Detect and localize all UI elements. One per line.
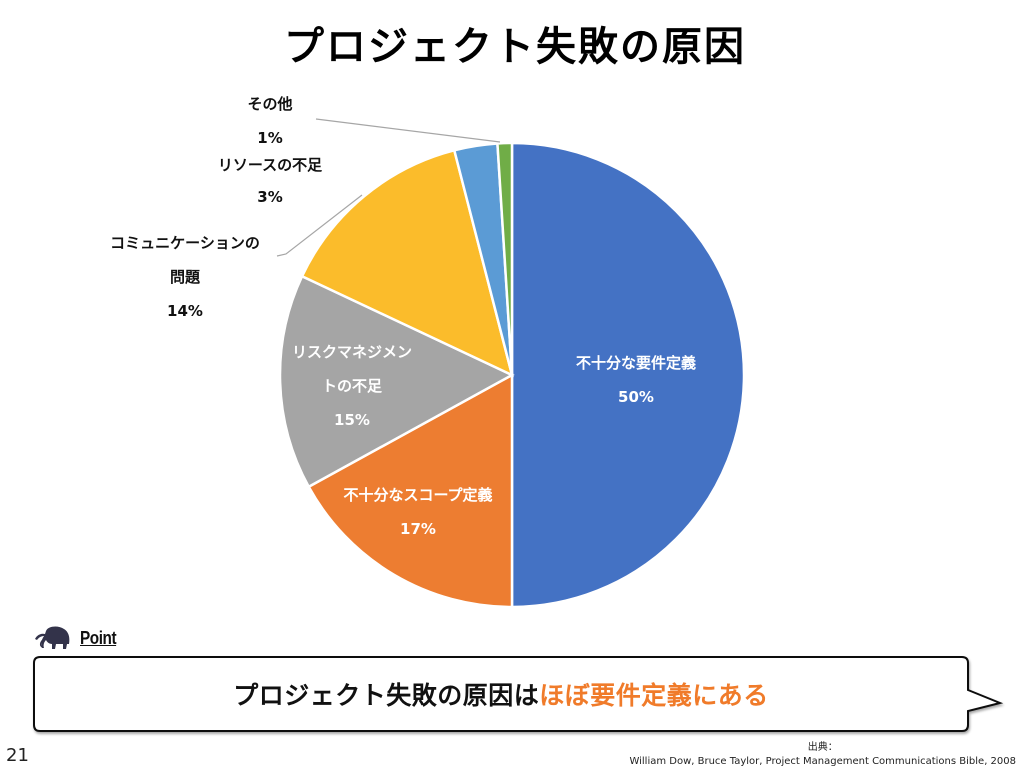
point-message-highlight: ほぼ要件定義にある (539, 681, 769, 710)
point-message: プロジェクト失敗の原因は ほぼ要件定義にある (34, 657, 968, 731)
slice-value-label: 3% (257, 188, 282, 206)
slice-value-label: 14% (167, 302, 203, 320)
leader-line (276, 194, 363, 257)
point-header: Point (34, 624, 123, 652)
point-label: Point (80, 627, 117, 648)
slice-category-label: 問題 (170, 268, 201, 286)
point-message-prefix: プロジェクト失敗の原因は (233, 681, 540, 710)
pie-slice (300, 148, 514, 378)
slide-title: プロジェクト失敗の原因 (284, 24, 746, 70)
slice-value-label: 17% (400, 520, 436, 538)
slice-category-label: その他 (247, 95, 292, 113)
source-text: William Dow, Bruce Taylor, Project Manag… (629, 756, 1016, 767)
source-heading: 出典： (807, 742, 838, 753)
pie-slice (510, 141, 746, 609)
slice-category-label: リソースの不足 (218, 156, 323, 174)
callout-bubble (33, 656, 1004, 732)
slice-category-label: 不十分なスコープ定義 (343, 486, 492, 504)
leader-lines (276, 118, 501, 257)
slice-value-label: 50% (618, 388, 654, 406)
slice-value-label: 15% (334, 411, 370, 429)
source-citation: 出典： William Dow, Bruce Taylor, Project M… (629, 741, 1016, 769)
pie-slice (496, 141, 514, 376)
pie-slice (306, 372, 514, 609)
mammoth-icon (35, 626, 70, 649)
slice-value-label: 1% (257, 129, 282, 147)
slice-category-label: トの不足 (322, 377, 383, 395)
slice-category-label: リスクマネジメン (292, 343, 412, 361)
slice-category-label: 不十分な要件定義 (576, 354, 696, 372)
slice-category-label: コミュニケーションの (110, 234, 260, 252)
pie-slices (278, 141, 746, 609)
leader-line (315, 118, 501, 143)
pie-slice (278, 274, 515, 489)
page-number: 21 (6, 745, 29, 766)
